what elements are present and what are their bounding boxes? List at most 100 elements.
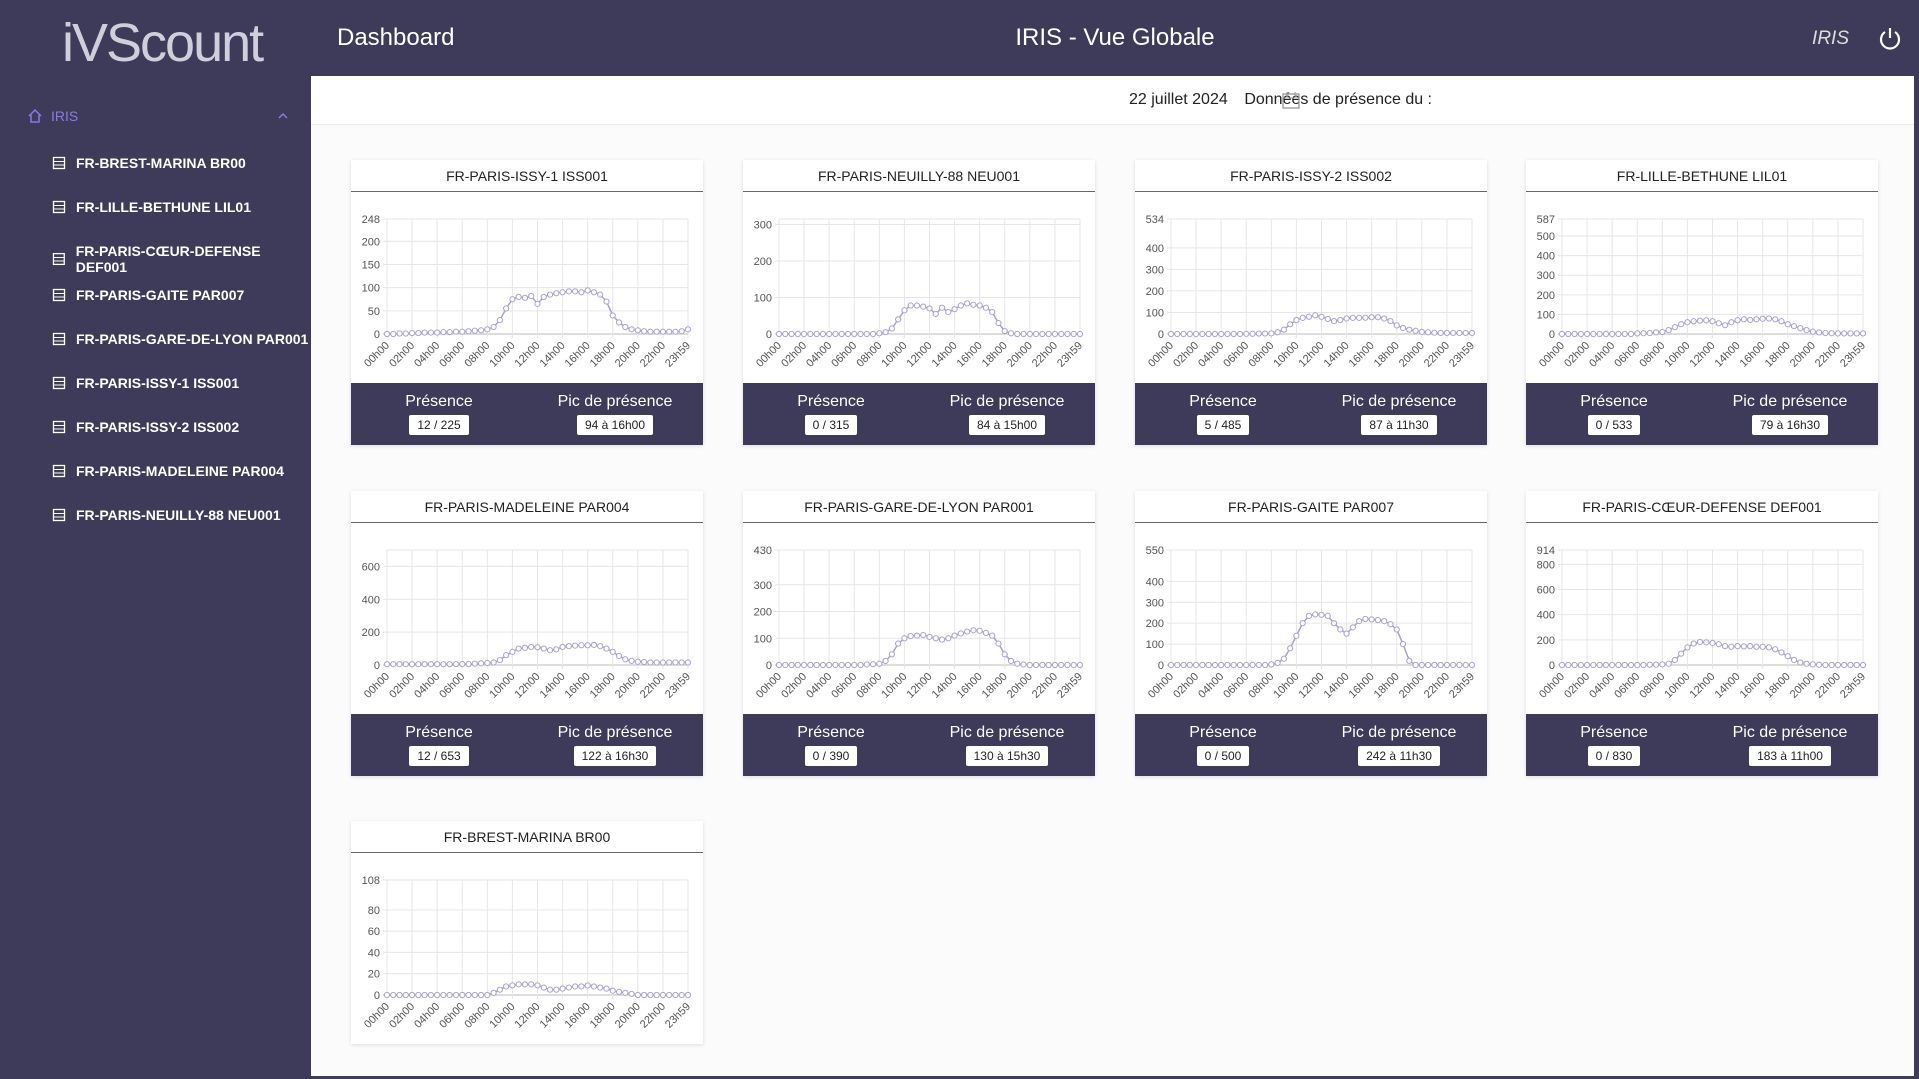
point	[1784, 321, 1791, 328]
point	[615, 988, 623, 995]
chart: 0 100 200 300 400 534 00h0002h0004h0006h0008h0…	[1146, 214, 1477, 370]
point	[807, 661, 814, 669]
point	[383, 330, 391, 338]
chart-card: FR-PARIS-NEUILLY-88 NEU001 0 100 200 300 00h0…	[743, 160, 1095, 445]
point	[1784, 653, 1791, 660]
x-tick-label: 16h00	[955, 671, 985, 701]
power-button[interactable]	[1877, 26, 1903, 52]
y-tick-label: 0	[374, 990, 380, 1002]
x-tick-label: 22h00	[1030, 671, 1060, 701]
nav-item[interactable]: FR-PARIS-ISSY-2 ISS002	[52, 419, 239, 435]
point	[1558, 330, 1566, 338]
point	[1778, 649, 1785, 656]
point	[813, 661, 820, 669]
point	[1734, 317, 1741, 324]
point	[1268, 661, 1275, 668]
point	[578, 983, 585, 990]
point	[647, 659, 654, 666]
point	[1287, 645, 1294, 652]
date-value[interactable]: 22 juillet 2024	[1129, 91, 1228, 108]
point	[857, 661, 864, 669]
point	[926, 305, 933, 312]
point	[565, 984, 572, 991]
point	[1753, 643, 1760, 650]
y-tick-label: 300	[754, 580, 772, 592]
user-name[interactable]: IRIS	[1812, 28, 1849, 49]
point	[471, 660, 478, 667]
point	[794, 661, 801, 669]
y-tick-label: 200	[362, 627, 380, 639]
y-tick-label: 0	[1158, 660, 1164, 672]
point	[1659, 328, 1666, 336]
point	[1381, 617, 1388, 625]
nav-item[interactable]: FR-PARIS-GARE-DE-LYON PAR001	[52, 331, 308, 347]
y-tick-label: 200	[1537, 290, 1555, 302]
nav-item[interactable]: FR-PARIS-CŒUR-DEFENSE DEF001	[52, 243, 311, 275]
point	[396, 330, 403, 337]
point	[788, 330, 795, 338]
point	[590, 641, 598, 649]
point	[1456, 661, 1463, 669]
point	[534, 644, 541, 651]
point	[1615, 661, 1622, 669]
point	[1174, 661, 1181, 669]
nav-item[interactable]: FR-BREST-MARINA BR00	[52, 155, 246, 171]
point	[1255, 661, 1262, 669]
point	[1299, 620, 1306, 627]
point	[1740, 643, 1747, 650]
date-label: Données de présence du :	[1244, 91, 1432, 108]
y-tick-label: 108	[362, 875, 380, 887]
point	[597, 291, 604, 298]
point	[788, 661, 795, 669]
point	[1349, 624, 1356, 631]
point	[964, 628, 971, 635]
icon-shape	[52, 252, 65, 266]
point	[659, 991, 667, 999]
y-tick-label: 0	[374, 329, 380, 341]
point	[826, 330, 833, 338]
nav-group[interactable]: IRIS	[27, 108, 289, 124]
stat-label: Présence	[797, 393, 865, 410]
point	[546, 986, 554, 993]
nav-label: FR-PARIS-MADELEINE PAR004	[76, 463, 284, 479]
chart-card: FR-PARIS-MADELEINE PAR004 0 200 400 600 00h00…	[351, 491, 703, 776]
x-tick-label: 08h00	[854, 671, 884, 701]
nav-item[interactable]: FR-PARIS-MADELEINE PAR004	[52, 463, 284, 479]
point	[534, 982, 541, 989]
nav-item[interactable]: FR-PARIS-GAITE PAR007	[52, 287, 244, 303]
x-tick-label: 18h00	[980, 340, 1010, 370]
point	[1443, 329, 1451, 337]
nav-item[interactable]: FR-PARIS-NEUILLY-88 NEU001	[52, 507, 281, 523]
point	[415, 329, 422, 337]
point	[1324, 315, 1331, 323]
point	[402, 661, 409, 668]
card-title: FR-PARIS-GARE-DE-LYON PAR001	[743, 491, 1095, 523]
point	[832, 330, 839, 338]
point	[1192, 330, 1200, 338]
point	[446, 661, 453, 668]
point	[1261, 330, 1269, 337]
nav-item[interactable]: FR-PARIS-ISSY-1 ISS001	[52, 375, 239, 391]
point	[584, 982, 591, 989]
scrollbar[interactable]	[1914, 76, 1919, 1076]
x-tick-label: 08h00	[1637, 671, 1667, 701]
y-tick-label: 400	[1537, 610, 1555, 622]
x-tick-label: 10h00	[487, 340, 517, 370]
point	[819, 330, 826, 338]
calendar-icon[interactable]	[1281, 90, 1301, 110]
x-tick-label: 04h00	[1196, 671, 1226, 701]
x-tick-label: 23h59	[1838, 340, 1868, 370]
nav-item[interactable]: FR-LILLE-BETHUNE LIL01	[52, 199, 251, 215]
point	[565, 288, 572, 295]
point	[1362, 615, 1369, 623]
point	[888, 325, 895, 332]
point	[1759, 643, 1766, 650]
point	[1249, 661, 1256, 669]
point	[1577, 661, 1584, 669]
point	[465, 328, 472, 335]
point	[509, 982, 516, 989]
point	[1026, 661, 1033, 669]
point	[666, 659, 673, 666]
point	[1571, 661, 1578, 669]
stat-value: 0 / 830	[1587, 746, 1641, 766]
